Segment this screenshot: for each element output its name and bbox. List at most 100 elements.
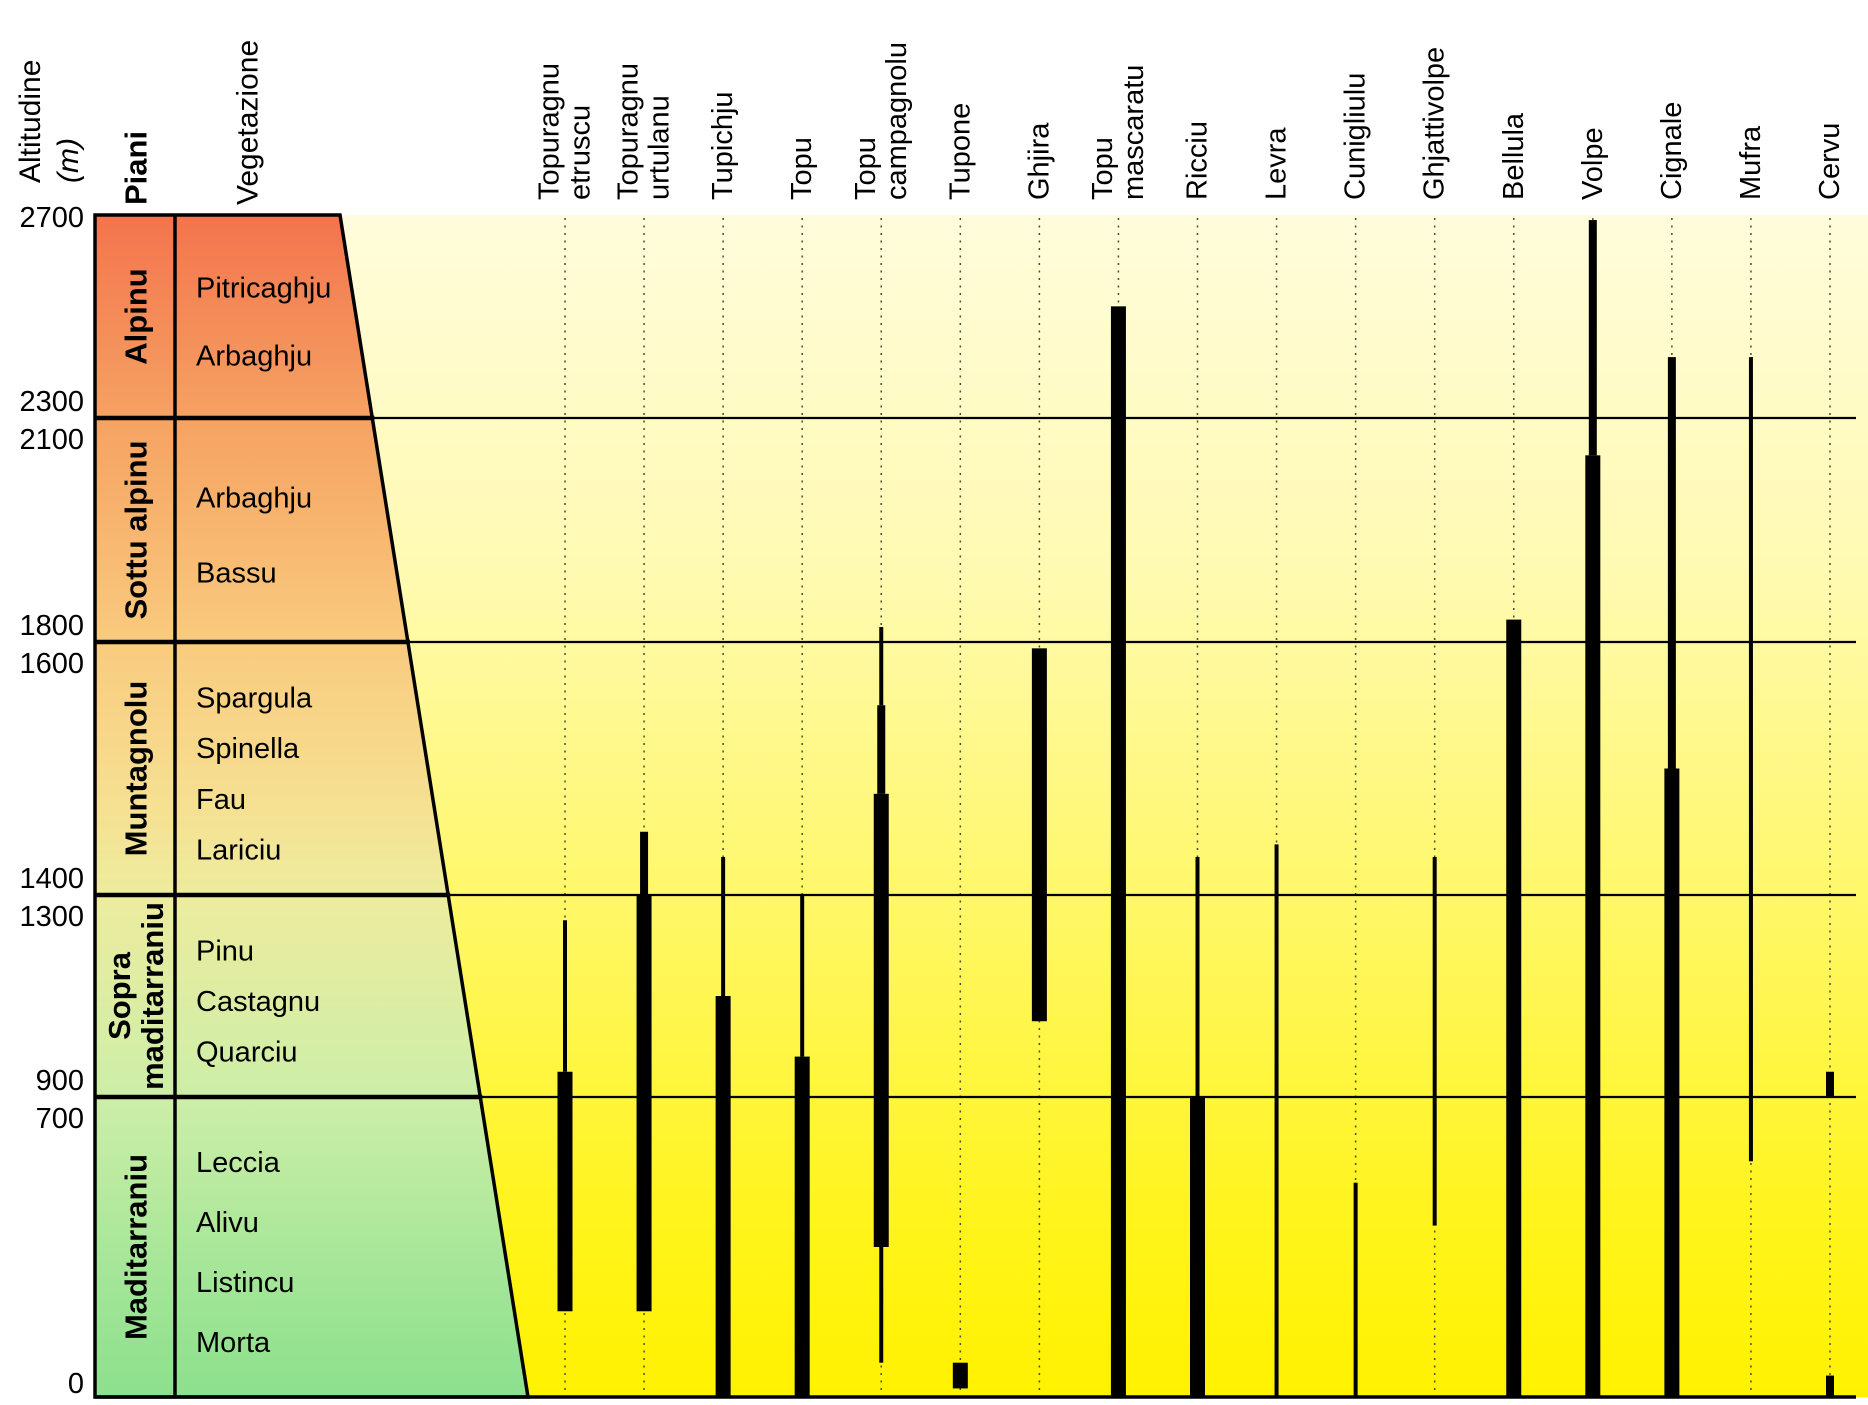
range-bar-thick	[1190, 1097, 1205, 1397]
zone-name-maditarraniu: Maditarraniu	[119, 1154, 154, 1340]
species-label-ricciu: Ricciu	[1182, 121, 1214, 200]
altitude-axis: 2700 2300 2100 1800 1600 1400 1300 900 700 0	[19, 202, 84, 1400]
range-bar-thick	[1585, 455, 1601, 1397]
range-bar-thin	[879, 627, 884, 706]
range-bar-thin	[1274, 844, 1279, 1397]
species-label-topuragnu-urtulanu: urtulanu	[644, 95, 676, 200]
altitude-axis-unit: (m)	[52, 138, 85, 183]
range-bar-thick	[557, 1071, 573, 1312]
species-column-cervu	[1826, 1071, 1834, 1397]
species-column-topu-mascaratu	[1110, 306, 1126, 1398]
axis-tick-2100: 2100	[19, 424, 84, 456]
species-label-cervu: Cervu	[1814, 123, 1846, 200]
species-column-mufra	[1748, 357, 1753, 1162]
species-column-tupichju	[715, 857, 731, 1397]
zone-name-sopra-maditarraniu: maditarraniu	[135, 902, 170, 1090]
range-bar-medium	[640, 831, 649, 895]
range-bar-medium	[1667, 357, 1676, 769]
range-bar-thick	[1031, 648, 1047, 1022]
range-bar-thick	[952, 1362, 968, 1389]
range-bar-medium	[1826, 1375, 1834, 1397]
range-bar-thin	[800, 895, 805, 1057]
range-bar-medium	[1588, 220, 1597, 456]
vegetation-item: Arbaghju	[196, 340, 312, 372]
vegetation-item: Morta	[196, 1327, 271, 1359]
range-bar-thick	[1110, 306, 1126, 1398]
range-bar-thin	[1195, 857, 1200, 1097]
species-column-topu-campagnolu	[873, 627, 889, 1363]
species-labels: Topuragnu etruscu Topuragnu urtulanu Tupichj…	[534, 42, 1847, 200]
range-bar-medium	[1826, 1071, 1834, 1097]
species-label-tupichju: Tupichju	[707, 91, 739, 200]
species-column-levra	[1274, 844, 1279, 1397]
species-label-ghjattivolpe: Ghjattivolpe	[1419, 47, 1451, 200]
zone-name-sopra-maditarraniu: Sopra	[102, 951, 137, 1040]
zone-name-alpinu: Alpinu	[119, 268, 154, 364]
axis-tick-1800: 1800	[19, 610, 84, 642]
axis-tick-0: 0	[68, 1368, 84, 1400]
species-column-ricciu	[1190, 857, 1205, 1397]
range-bar-thin	[1432, 857, 1437, 1226]
species-label-bellula: Bellula	[1498, 112, 1530, 200]
range-bar-thin	[1353, 1182, 1358, 1397]
species-label-topu-campagnolu: Topu	[850, 137, 882, 200]
vegetation-item: Pitricaghju	[196, 273, 331, 305]
vegetation-item: Fau	[196, 784, 246, 816]
species-label-cunigliulu: Cunigliulu	[1340, 73, 1372, 200]
axis-tick-1600: 1600	[19, 648, 84, 680]
range-bar-thick	[636, 895, 652, 1312]
axis-tick-2300: 2300	[19, 386, 84, 418]
vegetation-item: Leccia	[196, 1147, 281, 1179]
vegetation-item: Spargula	[196, 683, 313, 715]
species-label-volpe: Volpe	[1577, 127, 1609, 200]
vegetation-item: Spinella	[196, 733, 300, 765]
range-bar-thin	[879, 1247, 884, 1363]
axis-tick-2700: 2700	[19, 202, 84, 234]
species-label-topuragnu-etruscu: etruscu	[565, 105, 597, 200]
range-bar-thick	[873, 793, 889, 1247]
vegetation-item: Arbaghju	[196, 483, 312, 515]
species-label-topu-mascaratu: Topu	[1087, 137, 1119, 200]
piani-column-header: Piani	[119, 131, 154, 205]
vegetation-item: Alivu	[196, 1207, 259, 1239]
range-bar-thick	[794, 1056, 810, 1397]
vegetation-item: Castagnu	[196, 986, 320, 1018]
species-range-bars	[557, 220, 1834, 1398]
range-bar-medium	[877, 705, 886, 794]
vegetation-item: Listincu	[196, 1267, 294, 1299]
range-bar-thin	[563, 920, 567, 1072]
species-label-topuragnu-etruscu: Topuragnu	[534, 63, 566, 200]
species-label-tupone: Tupone	[944, 103, 976, 200]
species-column-cunigliulu	[1353, 1182, 1358, 1397]
species-column-volpe	[1585, 220, 1601, 1397]
vegetation-item: Bassu	[196, 557, 277, 589]
range-bar-thin	[1748, 357, 1753, 1162]
axis-tick-900: 900	[36, 1065, 84, 1097]
species-label-mufra: Mufra	[1735, 125, 1767, 200]
range-bar-thin	[721, 857, 726, 996]
species-label-levra: Levra	[1261, 127, 1293, 200]
species-label-topu-campagnolu: campagnolu	[881, 42, 913, 200]
species-column-tupone	[952, 1362, 968, 1389]
species-column-bellula	[1506, 619, 1522, 1397]
species-column-ghjattivolpe	[1432, 857, 1437, 1226]
species-label-topu: Topu	[786, 137, 818, 200]
zone-name-sottu-alpinu: Sottu alpinu	[119, 440, 154, 619]
species-label-ghjira: Ghjira	[1023, 122, 1055, 200]
vegetation-item: Quarciu	[196, 1037, 298, 1069]
vegetation-item: Lariciu	[196, 834, 281, 866]
species-label-topuragnu-urtulanu: Topuragnu	[613, 63, 645, 200]
zones-panel: Alpinu Pitricaghju Arbaghju Sottu alpinu Arb…	[102, 268, 331, 1359]
axis-tick-1300: 1300	[19, 901, 84, 933]
species-column-topuragnu-etruscu	[557, 920, 573, 1312]
species-label-topu-mascaratu: mascaratu	[1118, 65, 1150, 200]
axis-tick-700: 700	[36, 1103, 84, 1135]
vegetation-item: Pinu	[196, 936, 254, 968]
range-bar-thick	[1506, 619, 1522, 1397]
header-labels: Altitudine (m) Piani Vegetazione	[14, 40, 265, 205]
range-bar-thick	[715, 996, 731, 1397]
vegetation-column-header: Vegetazione	[232, 40, 265, 205]
species-column-topuragnu-urtulanu	[636, 831, 652, 1312]
